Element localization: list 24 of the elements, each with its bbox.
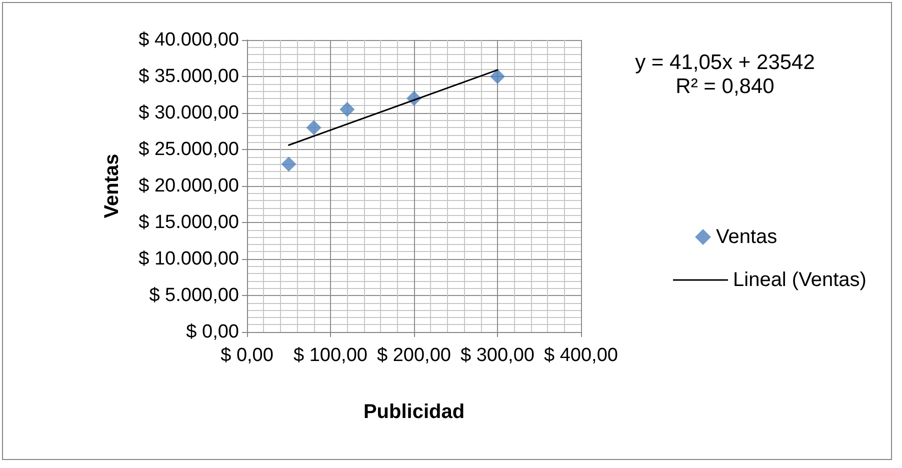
text: R² = 0,840: [676, 75, 774, 98]
x-tick-label: $ 100,00: [294, 345, 368, 366]
y-tick-label: $ 25.000,00: [138, 139, 239, 160]
y-tick-label: $ 20.000,00: [138, 176, 239, 196]
point: [340, 102, 355, 117]
point: [306, 120, 322, 136]
x-tick-label: $ 300,00: [460, 345, 534, 366]
legend-label: Ventas: [716, 226, 778, 248]
x-tick-label: $ 200,00: [377, 345, 451, 366]
y-tick-label: $ 30.000,00: [138, 102, 239, 124]
y-tick-label: $ 15.000,00: [138, 212, 239, 233]
point: [281, 156, 296, 172]
text: y = 41,05x + 23542: [635, 51, 815, 74]
x-axis-title: Publicidad: [363, 401, 465, 423]
y-tick-label: $ 5.000,00: [149, 285, 239, 306]
y-tick-label: $ 10.000,00: [138, 248, 239, 270]
x-tick-label: $ 400,00: [544, 345, 618, 366]
y-tick-label: $ 0,00: [186, 322, 239, 342]
legend-label: Lineal (Ventas): [733, 269, 866, 291]
point: [490, 69, 505, 84]
x-tick-label: $ 0,00: [220, 345, 274, 366]
y-tick-label: $ 35.000,00: [138, 66, 239, 87]
y-axis-title: Ventas: [101, 154, 123, 218]
y-tick-label: $ 40.000,00: [138, 30, 239, 50]
